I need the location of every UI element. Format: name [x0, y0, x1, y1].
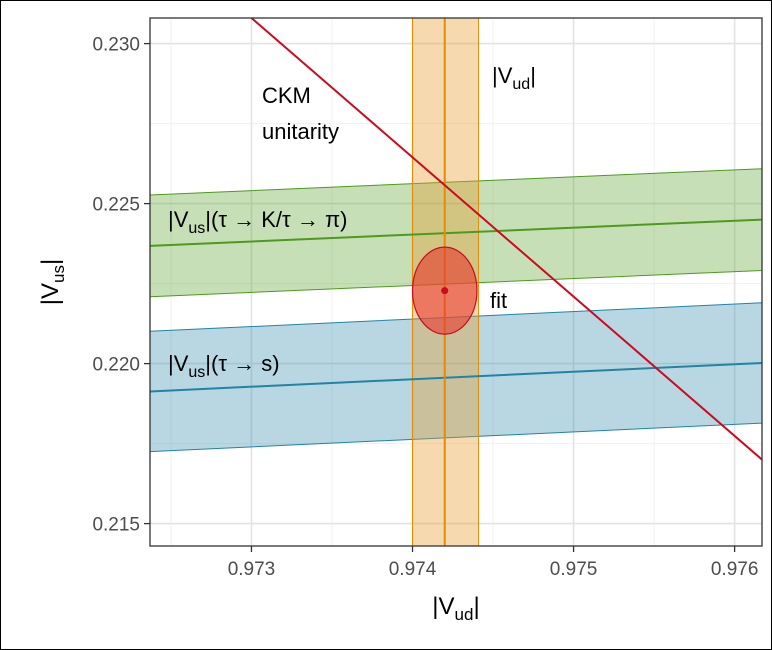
- band-center-0: [150, 218, 762, 247]
- x-tick-label: 0.976: [711, 559, 759, 580]
- y-tick-label: 0.225: [92, 195, 140, 216]
- grid-lines: [150, 18, 762, 546]
- x-tick-label: 0.975: [550, 559, 598, 580]
- y-axis-ticks: 0.215 0.220 0.225 0.230: [92, 35, 150, 536]
- ckm-unitarity-line: [250, 18, 762, 461]
- marks-layer: [150, 18, 762, 546]
- x-axis-ticks: 0.973 0.974 0.975 0.976: [228, 546, 759, 580]
- y-tick-label: 0.230: [92, 35, 140, 56]
- fit-point: [441, 287, 449, 295]
- label-ckm-line2: unitarity: [262, 119, 339, 144]
- x-tick-label: 0.974: [389, 559, 437, 580]
- x-tick-label: 0.973: [228, 559, 276, 580]
- label-fit: fit: [490, 288, 507, 313]
- y-tick-label: 0.215: [92, 515, 140, 536]
- y-tick-label: 0.220: [92, 355, 140, 376]
- panel-border: [149, 17, 763, 547]
- band-center-1: [150, 361, 762, 393]
- label-ckm-line1: CKM: [262, 83, 311, 108]
